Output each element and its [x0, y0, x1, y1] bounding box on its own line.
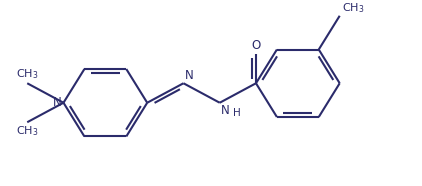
- Text: H: H: [233, 108, 241, 118]
- Text: O: O: [252, 39, 261, 52]
- Text: N: N: [184, 69, 193, 82]
- Text: CH$_3$: CH$_3$: [342, 1, 364, 15]
- Text: N: N: [221, 104, 230, 117]
- Text: CH$_3$: CH$_3$: [16, 124, 38, 138]
- Text: N: N: [53, 96, 62, 109]
- Text: CH$_3$: CH$_3$: [16, 68, 38, 81]
